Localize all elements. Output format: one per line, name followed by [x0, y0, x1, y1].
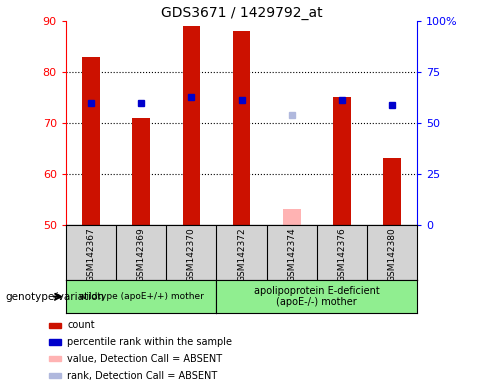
- Text: rank, Detection Call = ABSENT: rank, Detection Call = ABSENT: [67, 371, 218, 381]
- Text: GSM142374: GSM142374: [287, 227, 296, 282]
- Bar: [283, 209, 301, 225]
- Text: GSM142370: GSM142370: [187, 227, 196, 282]
- Text: percentile rank within the sample: percentile rank within the sample: [67, 337, 232, 347]
- Bar: [183, 26, 200, 225]
- Text: GSM142380: GSM142380: [387, 227, 397, 282]
- Text: GSM142376: GSM142376: [337, 227, 346, 282]
- Text: GSM142369: GSM142369: [137, 227, 146, 282]
- Bar: [49, 339, 61, 344]
- Bar: [132, 118, 150, 225]
- Text: apolipoprotein E-deficient
(apoE-/-) mother: apolipoprotein E-deficient (apoE-/-) mot…: [254, 286, 380, 308]
- Bar: [49, 373, 61, 378]
- Text: count: count: [67, 320, 95, 330]
- Bar: [49, 323, 61, 328]
- Text: GSM142367: GSM142367: [86, 227, 96, 282]
- Text: wildtype (apoE+/+) mother: wildtype (apoE+/+) mother: [79, 292, 203, 301]
- Bar: [333, 98, 351, 225]
- Text: genotype/variation: genotype/variation: [5, 291, 104, 302]
- Bar: [384, 159, 401, 225]
- Text: GSM142372: GSM142372: [237, 227, 246, 282]
- Bar: [49, 356, 61, 361]
- Bar: [82, 57, 100, 225]
- Bar: [233, 31, 250, 225]
- Title: GDS3671 / 1429792_at: GDS3671 / 1429792_at: [161, 6, 323, 20]
- Text: value, Detection Call = ABSENT: value, Detection Call = ABSENT: [67, 354, 223, 364]
